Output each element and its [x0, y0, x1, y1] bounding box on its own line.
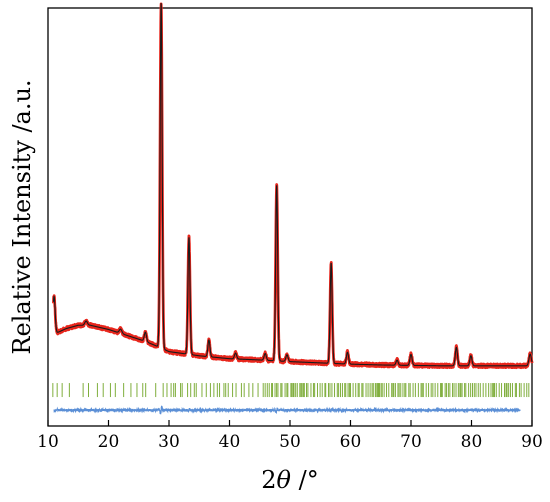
- x-tick-label: 90: [521, 432, 543, 452]
- x-tick-label: 50: [279, 432, 301, 452]
- x-tick-label: 30: [158, 432, 180, 452]
- x-tick-label: 80: [461, 432, 483, 452]
- x-tick-label: 10: [37, 432, 59, 452]
- x-axis-label: 2θ /°: [261, 466, 318, 494]
- series-group: [52, 2, 534, 415]
- series-observed: [52, 2, 534, 370]
- series-calculated: [52, 3, 533, 367]
- bragg-markers: [52, 383, 530, 398]
- x-tick-labels: 10 20 30 40 50 60 70 80 90: [37, 432, 543, 452]
- x-tick-label: 40: [219, 432, 241, 452]
- x-tick-label: 70: [400, 432, 422, 452]
- x-axis-label-theta: θ: [277, 466, 292, 494]
- x-tick-label: 60: [340, 432, 362, 452]
- x-ticks: [47, 420, 533, 426]
- y-axis-label: Relative Intensity /a.u.: [8, 79, 36, 354]
- x-tick-label: 20: [98, 432, 120, 452]
- series-difference: [53, 405, 521, 415]
- plot-area: [47, 2, 534, 427]
